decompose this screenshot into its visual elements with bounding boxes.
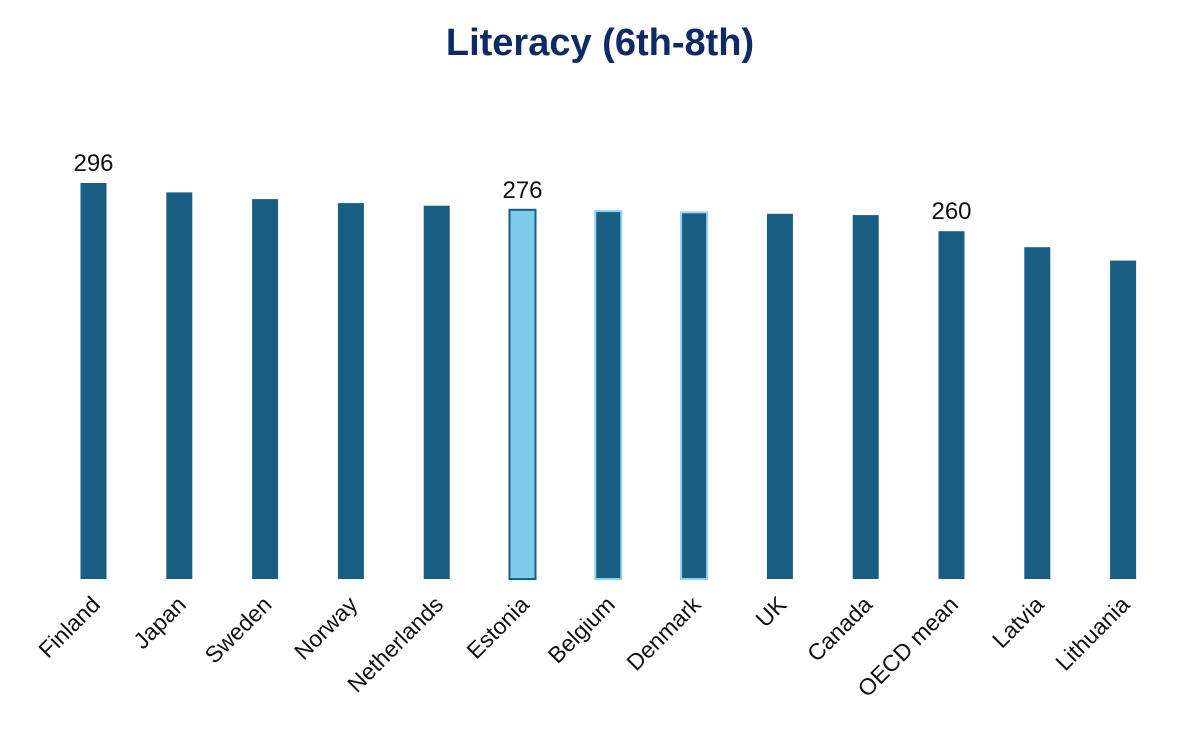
- bar-netherlands: [423, 205, 450, 579]
- data-label-oecd-mean: 260: [931, 198, 971, 225]
- chart-title: Literacy (6th-8th): [445, 22, 755, 64]
- bar-lithuania: [1110, 260, 1137, 579]
- bar-latvia: [1024, 247, 1051, 579]
- x-tick-label-sweden: Sweden: [199, 591, 276, 668]
- bar-finland: [80, 183, 107, 579]
- data-label-finland: 296: [73, 150, 113, 177]
- bar-japan: [166, 192, 193, 579]
- x-tick-label-finland: Finland: [33, 591, 105, 663]
- x-tick-label-belgium: Belgium: [543, 591, 620, 668]
- bar-sweden: [252, 199, 279, 579]
- x-tick-label-estonia: Estonia: [461, 591, 534, 664]
- x-tick-label-norway: Norway: [289, 591, 363, 665]
- bar-estonia: [508, 208, 537, 581]
- x-tick-label-uk: UK: [750, 591, 791, 632]
- x-tick-label-denmark: Denmark: [621, 591, 706, 676]
- bar-canada: [852, 215, 879, 579]
- bar-uk: [766, 213, 793, 580]
- x-tick-label-lithuania: Lithuania: [1050, 591, 1135, 676]
- x-tick-label-canada: Canada: [802, 591, 878, 667]
- x-tick-label-japan: Japan: [128, 591, 191, 654]
- bar-denmark: [680, 211, 709, 580]
- bar-oecd-mean: [938, 231, 965, 579]
- data-label-estonia: 276: [502, 177, 542, 204]
- bar-norway: [337, 203, 364, 579]
- bar-belgium: [594, 210, 623, 580]
- x-tick-label-latvia: Latvia: [987, 591, 1049, 653]
